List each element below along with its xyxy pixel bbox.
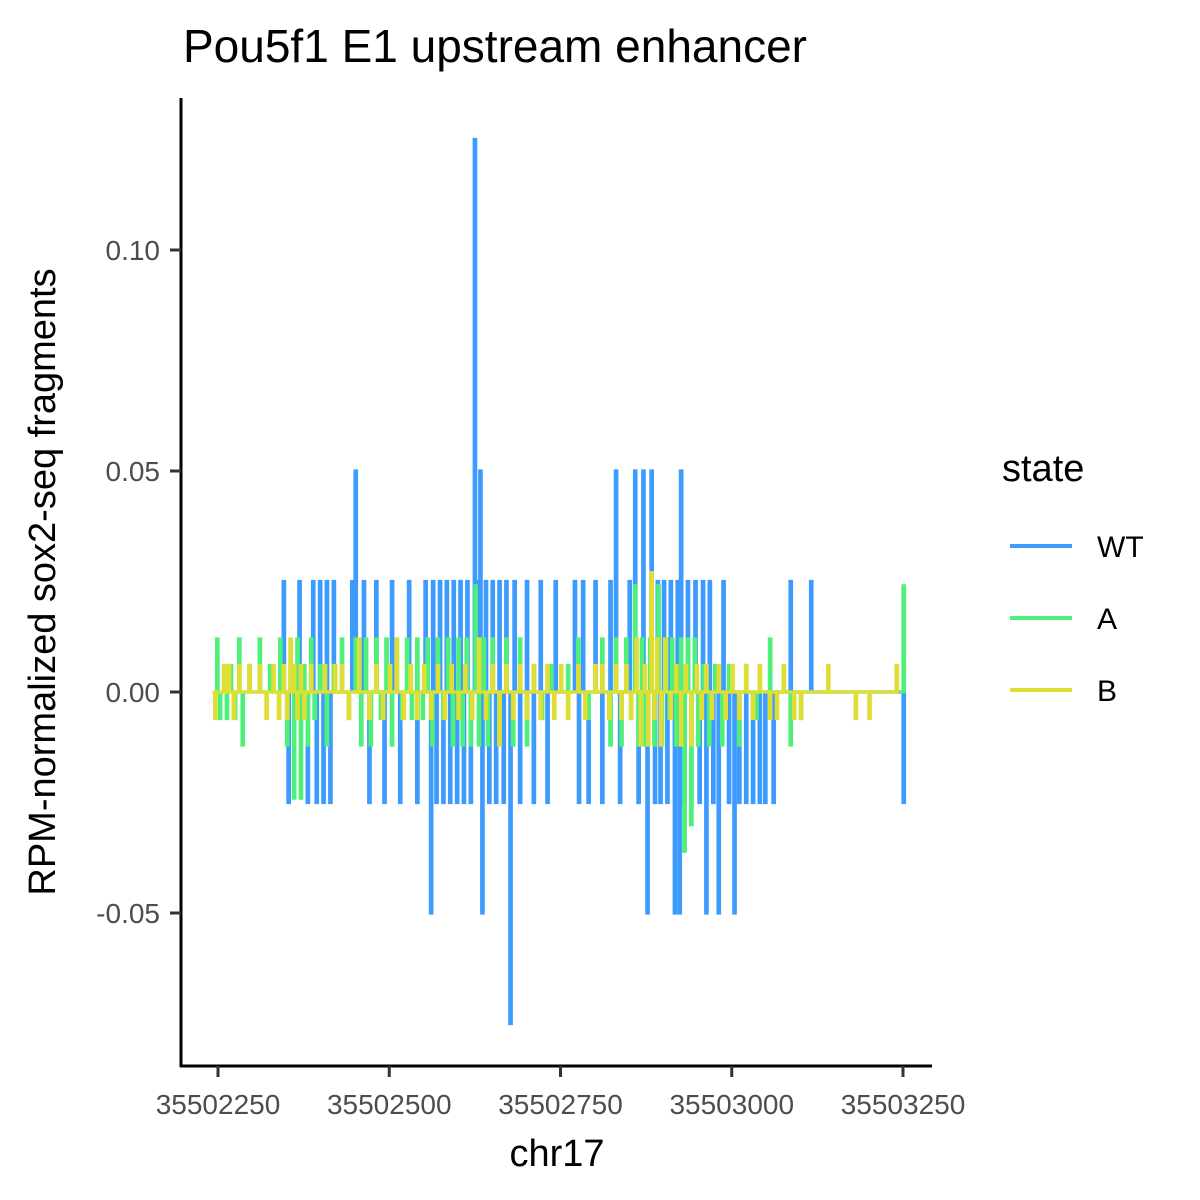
- x-tick-label: 35502500: [327, 1089, 452, 1120]
- legend-label-a: A: [1097, 603, 1117, 636]
- legend-title: state: [1002, 448, 1084, 490]
- x-axis-title: chr17: [509, 1133, 604, 1175]
- y-tick-label: 0.05: [106, 456, 161, 487]
- series-line-wt: [281, 137, 907, 1026]
- y-tick-label: 0.00: [106, 677, 161, 708]
- legend-label-wt: WT: [1097, 531, 1144, 564]
- chart-title: Pou5f1 E1 upstream enhancer: [183, 20, 807, 72]
- y-tick-label: -0.05: [96, 898, 160, 929]
- y-ticks: -0.05 0.00 0.05 0.10: [96, 235, 181, 929]
- x-ticks: 35502250 35502500 35502750 35503000 35503250: [156, 1066, 966, 1120]
- x-tick-label: 35502250: [156, 1089, 281, 1120]
- x-tick-label: 35502750: [498, 1089, 623, 1120]
- legend-label-b: B: [1097, 675, 1117, 708]
- x-tick-label: 35503250: [841, 1089, 966, 1120]
- series-line-b: [212, 571, 900, 747]
- y-tick-label: 0.10: [106, 235, 161, 266]
- x-tick-label: 35503000: [669, 1089, 794, 1120]
- legend: state WT A B: [1002, 448, 1144, 708]
- y-axis-title: RPM-normalized sox2-seq fragments: [22, 268, 64, 895]
- plot-lines: [212, 137, 907, 1026]
